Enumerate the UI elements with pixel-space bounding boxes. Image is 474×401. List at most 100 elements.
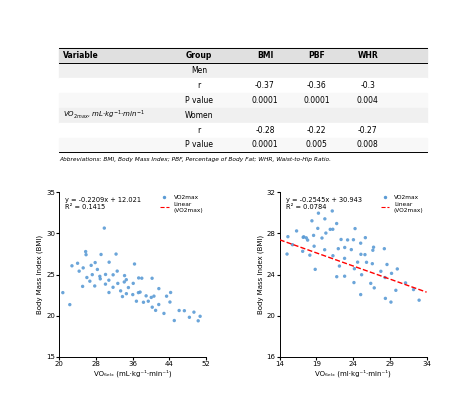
Point <box>357 240 365 246</box>
Point <box>329 226 337 233</box>
Bar <box>59 48 427 63</box>
Text: P value: P value <box>185 96 213 105</box>
Text: BMI: BMI <box>257 51 273 60</box>
Point <box>89 271 96 278</box>
Text: 0.0001: 0.0001 <box>252 96 278 105</box>
Point <box>393 266 401 272</box>
Point <box>382 295 389 302</box>
Point <box>362 235 369 241</box>
Point <box>142 293 150 299</box>
Point <box>321 216 328 222</box>
Point <box>148 304 156 310</box>
Point <box>186 314 193 320</box>
Point <box>381 245 388 252</box>
Point <box>121 272 128 279</box>
Bar <box>59 123 427 138</box>
Point <box>387 299 395 305</box>
Point <box>283 251 291 257</box>
Point <box>97 251 105 258</box>
Point <box>358 271 365 278</box>
Legend: VO2max, Linear
(VO2max): VO2max, Linear (VO2max) <box>160 195 203 213</box>
Point <box>415 297 423 304</box>
Text: -0.36: -0.36 <box>307 81 326 90</box>
Point <box>318 235 326 241</box>
Point <box>354 259 361 265</box>
Point <box>87 262 95 269</box>
Point <box>392 287 400 294</box>
Text: -0.28: -0.28 <box>255 126 275 135</box>
Point <box>367 280 374 287</box>
Legend: VO2max, Linear
(VO2max): VO2max, Linear (VO2max) <box>381 195 424 213</box>
Point <box>105 277 113 284</box>
Point <box>357 292 365 298</box>
Point <box>155 301 163 308</box>
Text: Men: Men <box>191 66 207 75</box>
Point <box>190 309 198 315</box>
Point <box>137 289 144 295</box>
Point <box>150 293 158 300</box>
Bar <box>59 63 427 78</box>
Point <box>196 313 204 320</box>
Point <box>171 317 178 324</box>
Point <box>381 274 389 281</box>
Point <box>388 270 395 277</box>
Point <box>361 251 369 258</box>
Point <box>102 271 109 277</box>
Text: -0.3: -0.3 <box>360 81 375 90</box>
Point <box>163 293 170 300</box>
Point <box>83 274 91 281</box>
Point <box>341 255 348 261</box>
Point <box>377 268 384 275</box>
Point <box>129 280 137 287</box>
Text: WHR: WHR <box>357 51 378 60</box>
Point <box>370 244 377 250</box>
Point <box>167 289 174 296</box>
Point <box>300 234 307 241</box>
Point <box>327 226 334 233</box>
Point <box>371 285 378 291</box>
Point <box>299 248 307 255</box>
Point <box>86 278 94 284</box>
Bar <box>59 93 427 108</box>
Point <box>310 232 318 239</box>
Point <box>82 251 90 258</box>
Point <box>302 235 310 241</box>
Point <box>140 299 147 306</box>
Bar <box>59 138 427 152</box>
Point <box>82 248 90 255</box>
Point <box>181 308 188 314</box>
Point <box>336 263 343 269</box>
Point <box>321 247 328 253</box>
Point <box>125 284 132 291</box>
Point <box>152 307 159 314</box>
Point <box>333 220 340 227</box>
Point <box>383 261 391 268</box>
Text: 0.0001: 0.0001 <box>303 96 330 105</box>
Point <box>306 252 314 258</box>
Point <box>337 236 345 243</box>
Point <box>138 275 146 282</box>
Point <box>341 273 348 279</box>
Point <box>350 279 358 286</box>
Point <box>369 247 377 253</box>
Point <box>369 261 376 267</box>
Y-axis label: Body Mass Index (BMI): Body Mass Index (BMI) <box>257 235 264 314</box>
Point <box>155 286 163 292</box>
Point <box>166 299 174 305</box>
Text: y = -0.2209x + 12.021
R² = 0.1415: y = -0.2209x + 12.021 R² = 0.1415 <box>65 197 141 210</box>
Text: Group: Group <box>186 51 212 60</box>
Point <box>101 281 109 288</box>
Point <box>122 277 130 283</box>
Point <box>114 280 122 287</box>
Point <box>117 288 125 294</box>
Point <box>314 225 321 231</box>
Point <box>315 210 322 217</box>
Point <box>145 298 152 304</box>
Point <box>351 225 359 232</box>
Text: Women: Women <box>184 111 213 119</box>
Point <box>66 302 73 308</box>
Point <box>175 307 183 314</box>
Text: y = -0.2545x + 30.943
R² = 0.0784: y = -0.2545x + 30.943 R² = 0.0784 <box>285 197 362 210</box>
Text: PBF: PBF <box>308 51 325 60</box>
Point <box>135 275 143 281</box>
